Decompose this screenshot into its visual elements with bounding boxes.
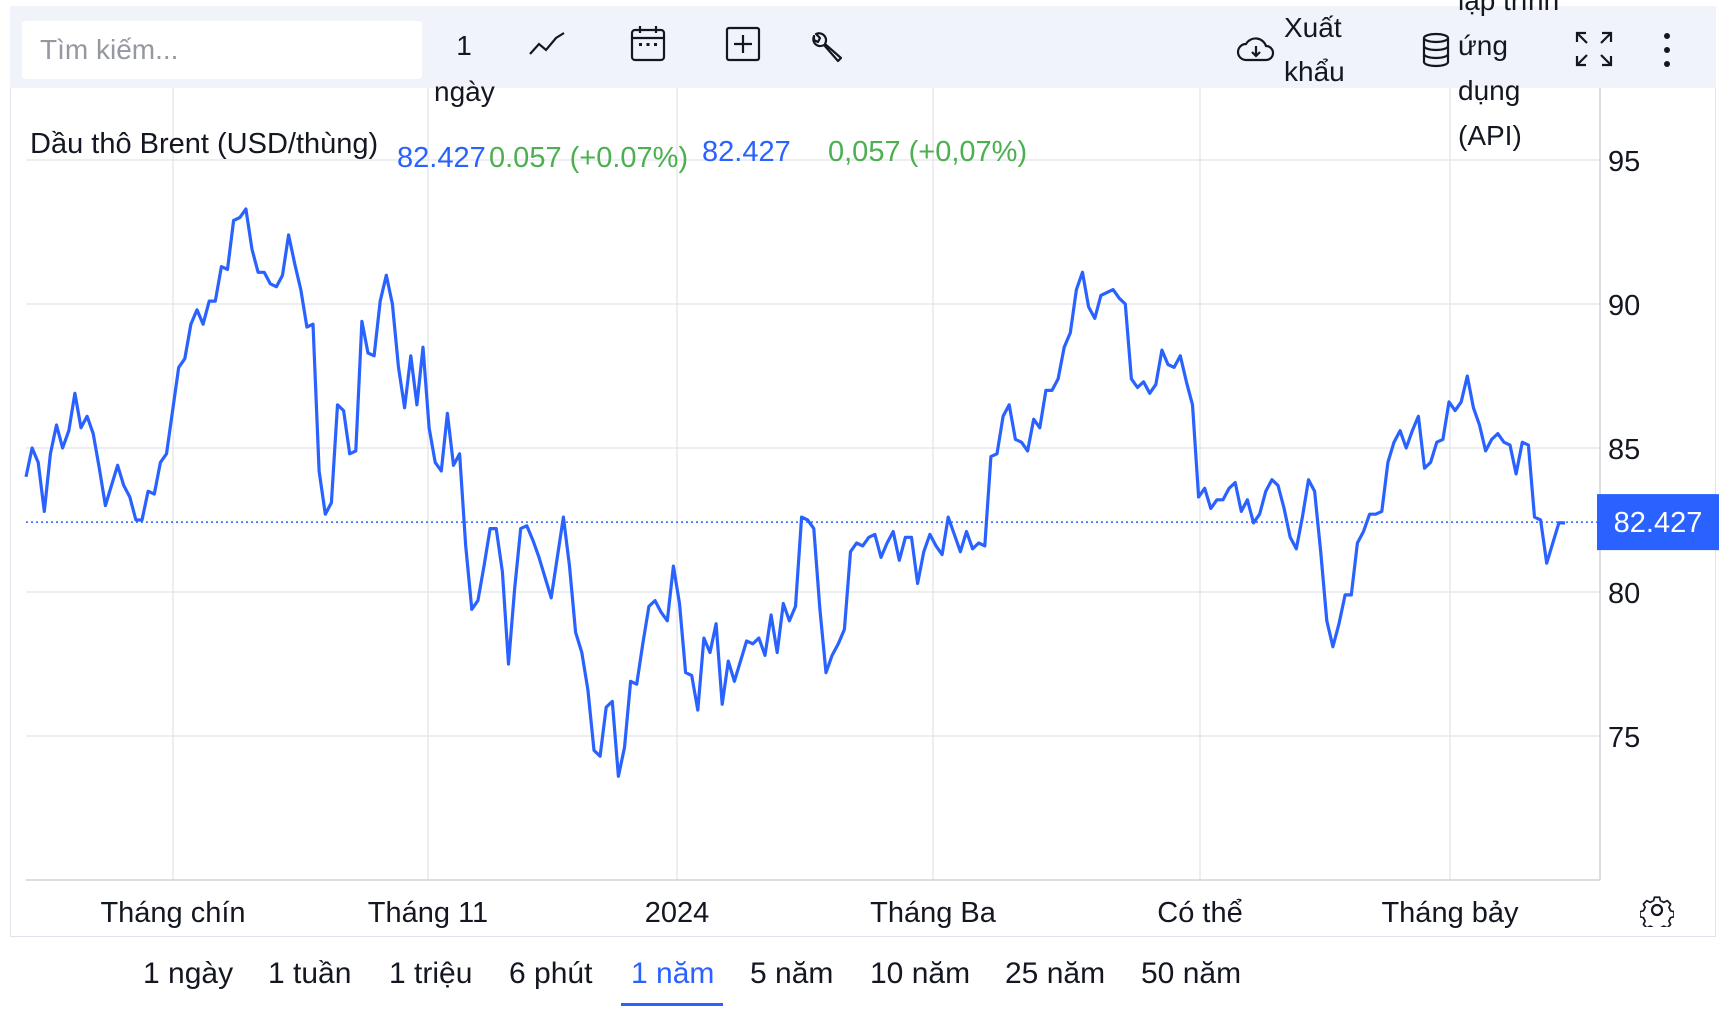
- api-button[interactable]: [1421, 32, 1451, 68]
- line-chart-icon: [529, 32, 565, 55]
- export-label[interactable]: Xuất khẩu: [1284, 12, 1345, 87]
- range-option[interactable]: 1 triệu: [389, 957, 473, 990]
- legend-value: 82.427: [397, 142, 486, 174]
- gear-icon: [1639, 896, 1675, 933]
- plus-square-icon: [725, 26, 761, 62]
- interval-label: 1 ngày: [434, 30, 495, 107]
- database-icon: [1422, 32, 1450, 68]
- fullscreen-button[interactable]: [1574, 30, 1614, 68]
- search-input[interactable]: [22, 21, 410, 79]
- wrench-icon: [812, 32, 843, 63]
- api-label[interactable]: lập trình ứng dụng (API): [1458, 0, 1560, 151]
- range-bar: [10, 936, 1716, 1007]
- compare-button[interactable]: [725, 26, 761, 62]
- range-option[interactable]: 6 phút: [509, 957, 593, 990]
- range-option[interactable]: 1 năm: [631, 957, 715, 990]
- range-option[interactable]: 1 tuần: [268, 957, 352, 990]
- search-box[interactable]: [22, 21, 422, 79]
- interval-button[interactable]: 1 ngày: [424, 23, 504, 115]
- fullscreen-icon: [1575, 31, 1613, 67]
- legend-change-2: 0,057 (+0,07%): [828, 136, 1028, 168]
- chart-style-button[interactable]: [528, 26, 566, 62]
- range-option[interactable]: 50 năm: [1141, 957, 1242, 990]
- more-button[interactable]: [1660, 32, 1674, 68]
- calendar-icon: [630, 26, 666, 62]
- range-option[interactable]: 25 năm: [1005, 957, 1106, 990]
- active-range-indicator: [621, 1003, 723, 1006]
- range-option[interactable]: 10 năm: [870, 957, 971, 990]
- export-button[interactable]: [1236, 34, 1276, 66]
- more-vertical-icon: [1664, 33, 1670, 67]
- range-option[interactable]: 1 ngày: [143, 957, 234, 990]
- legend-change: 0.057 (+0.07%): [489, 142, 689, 174]
- indicators-button[interactable]: [810, 30, 844, 66]
- legend-value-2: 82.427: [702, 136, 791, 168]
- range-option[interactable]: 5 năm: [750, 957, 834, 990]
- chart-settings-button[interactable]: [1639, 893, 1675, 933]
- cloud-download-icon: [1236, 37, 1275, 62]
- legend-title: Dầu thô Brent (USD/thùng): [30, 128, 379, 160]
- date-range-button[interactable]: [630, 24, 666, 62]
